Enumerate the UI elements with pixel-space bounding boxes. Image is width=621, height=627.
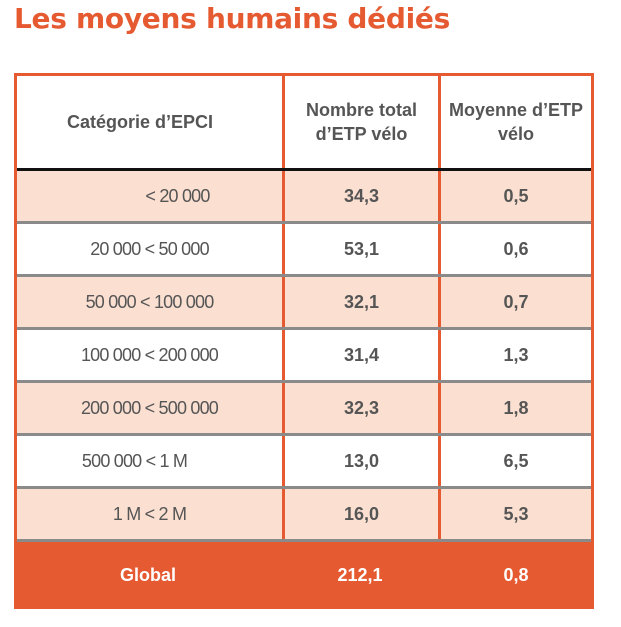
global-label: Global <box>119 565 176 585</box>
row-category: < 20 000 <box>17 171 282 221</box>
global-average: 0,8 <box>503 565 529 585</box>
table-row: 20 000 < 50 000 53,1 0,6 <box>17 224 591 277</box>
table-row: 200 000 < 500 000 32,3 1,8 <box>17 383 591 436</box>
row-total: 53,1 <box>282 224 438 274</box>
row-average: 1,8 <box>438 383 591 433</box>
row-average: 6,5 <box>438 436 591 486</box>
row-category: 200 000 < 500 000 <box>17 383 282 433</box>
category-text: 1 M < 2 M <box>112 503 187 524</box>
category-text: < 20 000 <box>145 185 210 206</box>
table-row: < 20 000 34,3 0,5 <box>17 171 591 224</box>
category-text: 200 000 < 500 000 <box>80 397 219 418</box>
header-average: Moyenne d’ETP vélo <box>438 76 591 168</box>
row-category: 1 M < 2 M <box>17 489 282 539</box>
header-total: Nombre total d’ETP vélo <box>282 76 438 168</box>
row-category: 500 000 < 1 M <box>17 436 282 486</box>
row-total: 32,3 <box>282 383 438 433</box>
category-text: 100 000 < 200 000 <box>80 344 219 365</box>
category-text: 20 000 < 50 000 <box>90 238 209 259</box>
page-title: Les moyens humains dédiés <box>14 2 450 35</box>
row-average: 5,3 <box>438 489 591 539</box>
row-total: 16,0 <box>282 489 438 539</box>
row-category: 100 000 < 200 000 <box>17 330 282 380</box>
table-header-row: Catégorie d’EPCI Nombre total d’ETP vélo… <box>17 76 591 171</box>
etp-table: Catégorie d’EPCI Nombre total d’ETP vélo… <box>14 73 594 609</box>
global-total: 212,1 <box>337 565 383 585</box>
row-total: 34,3 <box>282 171 438 221</box>
row-average: 0,6 <box>438 224 591 274</box>
table-row: 100 000 < 200 000 31,4 1,3 <box>17 330 591 383</box>
row-total: 32,1 <box>282 277 438 327</box>
row-average: 1,3 <box>438 330 591 380</box>
row-total: 13,0 <box>282 436 438 486</box>
category-text: 500 000 < 1 M <box>81 450 188 471</box>
category-text: 50 000 < 100 000 <box>85 291 215 312</box>
table-row: 500 000 < 1 M 13,0 6,5 <box>17 436 591 489</box>
global-row: Global 212,1 0,8 <box>14 542 594 609</box>
row-average: 0,7 <box>438 277 591 327</box>
row-category: 50 000 < 100 000 <box>17 277 282 327</box>
row-category: 20 000 < 50 000 <box>17 224 282 274</box>
table-row: 1 M < 2 M 16,0 5,3 <box>17 489 591 542</box>
row-total: 31,4 <box>282 330 438 380</box>
row-average: 0,5 <box>438 171 591 221</box>
table-row: 50 000 < 100 000 32,1 0,7 <box>17 277 591 330</box>
header-category: Catégorie d’EPCI <box>67 112 214 132</box>
